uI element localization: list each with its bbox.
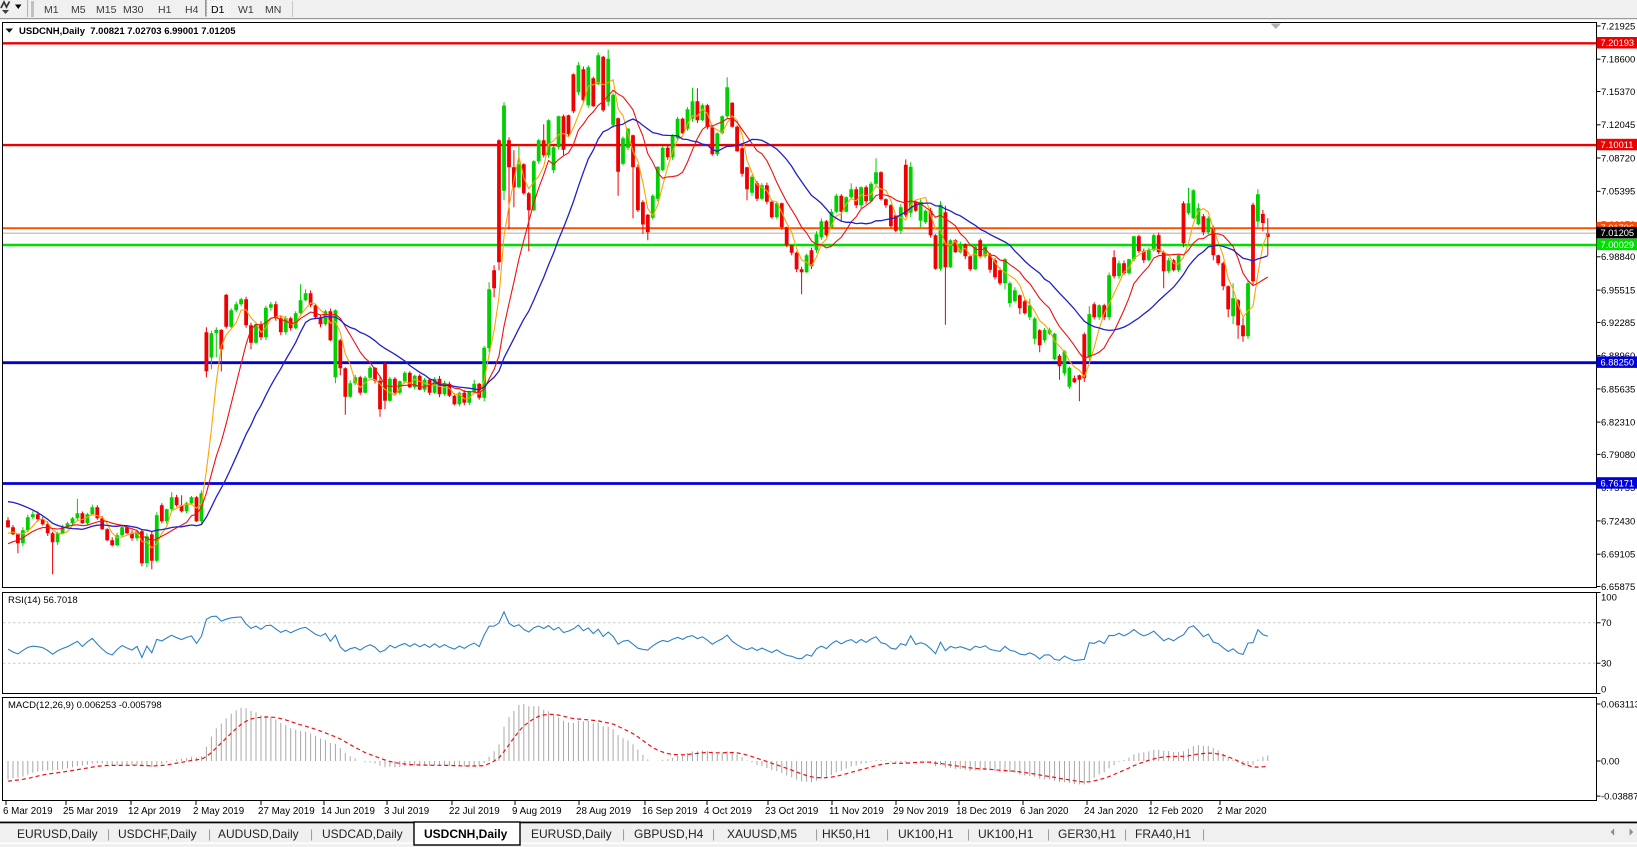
svg-text:|: | [1124,827,1127,841]
svg-text:M15: M15 [96,4,117,16]
svg-text:7.01205: 7.01205 [1601,228,1635,238]
svg-text:XAUUSD,M5: XAUUSD,M5 [727,827,797,841]
svg-text:|: | [815,827,818,841]
svg-text:7.05395: 7.05395 [1601,187,1635,198]
svg-text:6.85635: 6.85635 [1601,384,1635,395]
svg-text:7.20193: 7.20193 [1601,38,1635,48]
svg-text:|: | [1202,827,1205,841]
svg-text:EURUSD,Daily: EURUSD,Daily [17,827,98,841]
svg-text:100: 100 [1601,593,1617,604]
svg-text:6.88250: 6.88250 [1601,358,1635,368]
svg-text:EURUSD,Daily: EURUSD,Daily [531,827,612,841]
svg-text:22 Jul 2019: 22 Jul 2019 [449,806,500,817]
svg-text:6.76171: 6.76171 [1601,478,1635,488]
svg-text:|: | [107,827,110,841]
svg-text:7.08720: 7.08720 [1601,153,1635,164]
svg-text:7.00029: 7.00029 [1601,240,1635,250]
svg-text:USDCNH,Daily 7.00821 7.02703: USDCNH,Daily 7.00821 7.02703 6.99001 7.0… [19,26,236,37]
svg-text:12 Feb 2020: 12 Feb 2020 [1148,806,1204,817]
svg-text:|: | [712,827,715,841]
svg-text:UK100,H1: UK100,H1 [978,827,1034,841]
svg-text:0: 0 [1601,685,1606,696]
svg-text:UK100,H1: UK100,H1 [898,827,954,841]
svg-text:27 May 2019: 27 May 2019 [258,806,315,817]
svg-text:14 Jun 2019: 14 Jun 2019 [321,806,375,817]
svg-text:|: | [622,827,625,841]
svg-text:7.10011: 7.10011 [1601,140,1634,150]
svg-text:-0.038872: -0.038872 [1601,792,1637,803]
svg-text:7.21925: 7.21925 [1601,21,1635,32]
svg-text:7.15370: 7.15370 [1601,87,1635,98]
svg-text:6.92285: 6.92285 [1601,318,1635,329]
svg-text:6.82310: 6.82310 [1601,418,1635,429]
svg-text:11 Nov 2019: 11 Nov 2019 [829,806,884,817]
svg-text:6.65875: 6.65875 [1601,582,1635,593]
svg-text:GBPUSD,H4: GBPUSD,H4 [634,827,704,841]
svg-text:USDCHF,Daily: USDCHF,Daily [118,827,197,841]
svg-text:4 Oct 2019: 4 Oct 2019 [704,806,752,817]
svg-text:D1: D1 [211,4,225,16]
svg-text:W1: W1 [238,4,254,16]
svg-text:USDCNH,Daily: USDCNH,Daily [424,827,508,841]
svg-text:6.98840: 6.98840 [1601,252,1635,263]
svg-text:GER30,H1: GER30,H1 [1058,827,1116,841]
svg-text:RSI(14) 56.7018: RSI(14) 56.7018 [8,595,78,606]
svg-text:6 Mar 2019: 6 Mar 2019 [3,806,53,817]
svg-text:MACD(12,26,9) 0.006253 -0.0057: MACD(12,26,9) 0.006253 -0.005798 [8,700,162,711]
svg-text:6.95515: 6.95515 [1601,286,1635,297]
svg-text:29 Nov 2019: 29 Nov 2019 [893,806,949,817]
svg-text:2 Mar 2020: 2 Mar 2020 [1217,806,1267,817]
svg-text:AUDUSD,Daily: AUDUSD,Daily [218,827,299,841]
svg-text:23 Oct 2019: 23 Oct 2019 [765,806,818,817]
svg-text:0.00: 0.00 [1601,756,1620,767]
svg-text:7.12045: 7.12045 [1601,120,1635,131]
svg-text:30: 30 [1601,659,1612,670]
svg-text:M30: M30 [123,4,144,16]
svg-text:MN: MN [265,4,281,16]
svg-text:3 Jul 2019: 3 Jul 2019 [384,806,429,817]
svg-text:|: | [967,827,970,841]
svg-text:H4: H4 [185,4,199,16]
svg-text:28 Aug 2019: 28 Aug 2019 [576,806,631,817]
svg-text:|: | [310,827,313,841]
svg-text:16 Sep 2019: 16 Sep 2019 [642,806,698,817]
svg-text:7.18600: 7.18600 [1601,55,1635,66]
svg-text:0.063113: 0.063113 [1601,699,1637,710]
svg-text:|: | [886,827,889,841]
svg-text:12 Apr 2019: 12 Apr 2019 [128,806,181,817]
svg-text:18 Dec 2019: 18 Dec 2019 [956,806,1012,817]
svg-text:2 May 2019: 2 May 2019 [193,806,244,817]
svg-text:USDCAD,Daily: USDCAD,Daily [322,827,403,841]
svg-text:M1: M1 [44,4,59,16]
svg-text:24 Jan 2020: 24 Jan 2020 [1084,806,1138,817]
svg-text:70: 70 [1601,618,1612,629]
svg-text:6.72430: 6.72430 [1601,516,1635,527]
svg-text:H1: H1 [158,4,172,16]
svg-text:9 Aug 2019: 9 Aug 2019 [512,806,562,817]
svg-text:M5: M5 [71,4,86,16]
svg-text:6.69105: 6.69105 [1601,550,1635,561]
svg-text:|: | [1047,827,1050,841]
svg-text:|: | [208,827,211,841]
svg-text:6.79080: 6.79080 [1601,450,1635,461]
svg-text:6 Jan 2020: 6 Jan 2020 [1020,806,1069,817]
svg-text:FRA40,H1: FRA40,H1 [1135,827,1191,841]
svg-text:HK50,H1: HK50,H1 [822,827,871,841]
svg-text:25 Mar 2019: 25 Mar 2019 [63,806,118,817]
